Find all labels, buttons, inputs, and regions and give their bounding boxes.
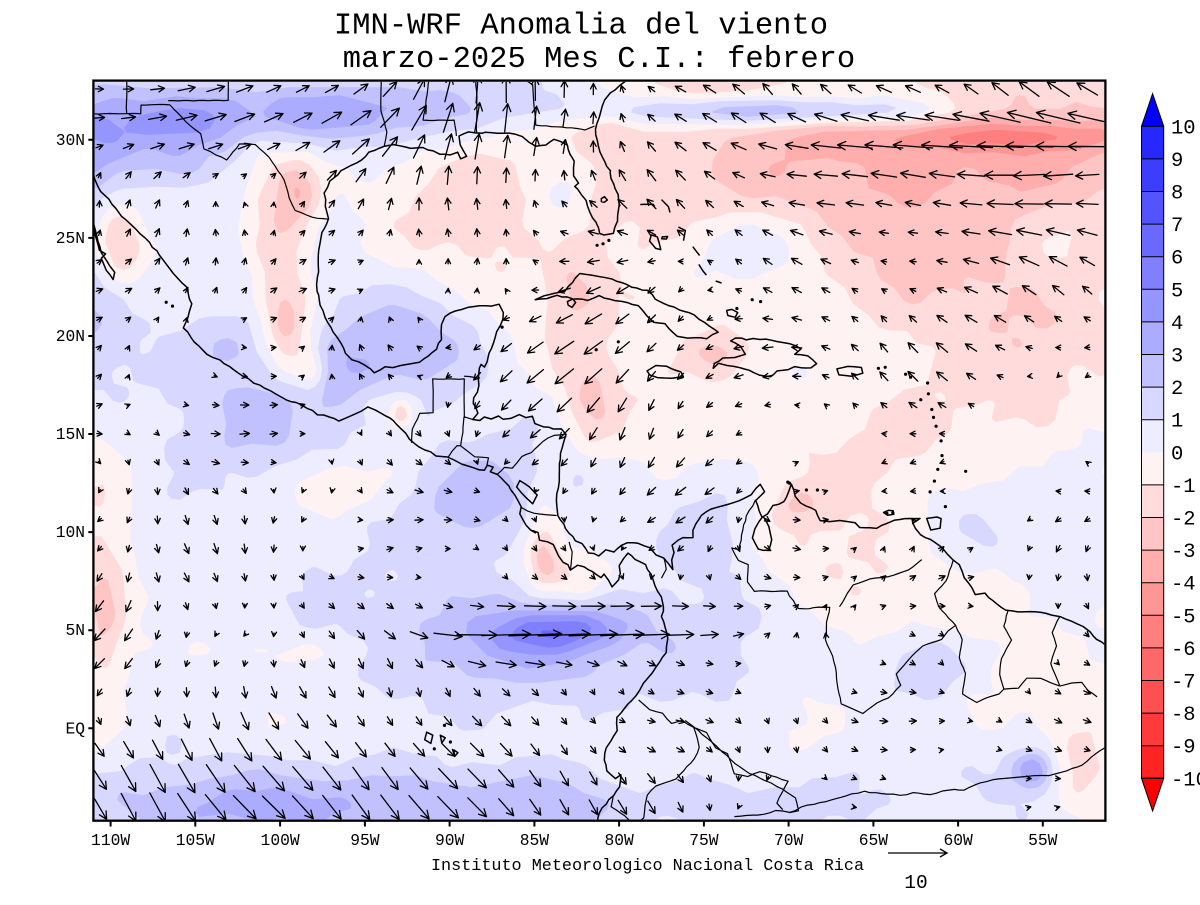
svg-text:10N: 10N	[56, 523, 85, 542]
svg-text:10: 10	[904, 872, 927, 894]
svg-text:10: 10	[1171, 117, 1196, 140]
svg-text:60W: 60W	[943, 831, 973, 850]
svg-text:0: 0	[1171, 443, 1183, 466]
svg-text:3: 3	[1171, 346, 1183, 369]
svg-text:-5: -5	[1171, 606, 1196, 629]
svg-text:90W: 90W	[435, 831, 465, 850]
svg-text:-3: -3	[1171, 541, 1196, 564]
svg-text:55W: 55W	[1028, 831, 1058, 850]
svg-text:75W: 75W	[689, 831, 719, 850]
svg-text:95W: 95W	[350, 831, 380, 850]
svg-text:-10: -10	[1171, 769, 1200, 792]
svg-text:5: 5	[1171, 280, 1183, 303]
svg-text:30N: 30N	[56, 131, 85, 150]
svg-text:110W: 110W	[91, 831, 130, 850]
svg-text:4: 4	[1171, 313, 1183, 336]
svg-text:-1: -1	[1171, 476, 1196, 499]
svg-text:20N: 20N	[56, 327, 85, 346]
svg-text:-9: -9	[1171, 737, 1196, 760]
svg-text:-2: -2	[1171, 509, 1196, 532]
svg-text:EQ: EQ	[65, 719, 85, 738]
svg-text:70W: 70W	[774, 831, 804, 850]
svg-text:Instituto Meteorologico Nacion: Instituto Meteorologico Nacional Costa R…	[431, 857, 864, 876]
svg-text:2: 2	[1171, 378, 1183, 401]
svg-text:8: 8	[1171, 183, 1183, 206]
svg-text:-8: -8	[1171, 704, 1196, 727]
svg-text:105W: 105W	[176, 831, 215, 850]
svg-text:85W: 85W	[520, 831, 550, 850]
svg-text:IMN-WRF Anomalia del viento: IMN-WRF Anomalia del viento	[334, 10, 828, 44]
svg-text:7: 7	[1171, 215, 1183, 238]
svg-text:-6: -6	[1171, 639, 1196, 662]
svg-text:marzo-2025 Mes C.I.: febrero: marzo-2025 Mes C.I.: febrero	[343, 43, 855, 77]
svg-text:5N: 5N	[65, 621, 85, 640]
svg-text:100W: 100W	[261, 831, 300, 850]
svg-text:65W: 65W	[859, 831, 889, 850]
svg-text:9: 9	[1171, 150, 1183, 173]
svg-text:15N: 15N	[56, 425, 85, 444]
svg-text:-4: -4	[1171, 574, 1196, 597]
svg-text:-7: -7	[1171, 672, 1196, 695]
svg-text:25N: 25N	[56, 229, 85, 248]
svg-text:1: 1	[1171, 411, 1183, 434]
svg-text:80W: 80W	[604, 831, 634, 850]
svg-text:6: 6	[1171, 248, 1183, 271]
